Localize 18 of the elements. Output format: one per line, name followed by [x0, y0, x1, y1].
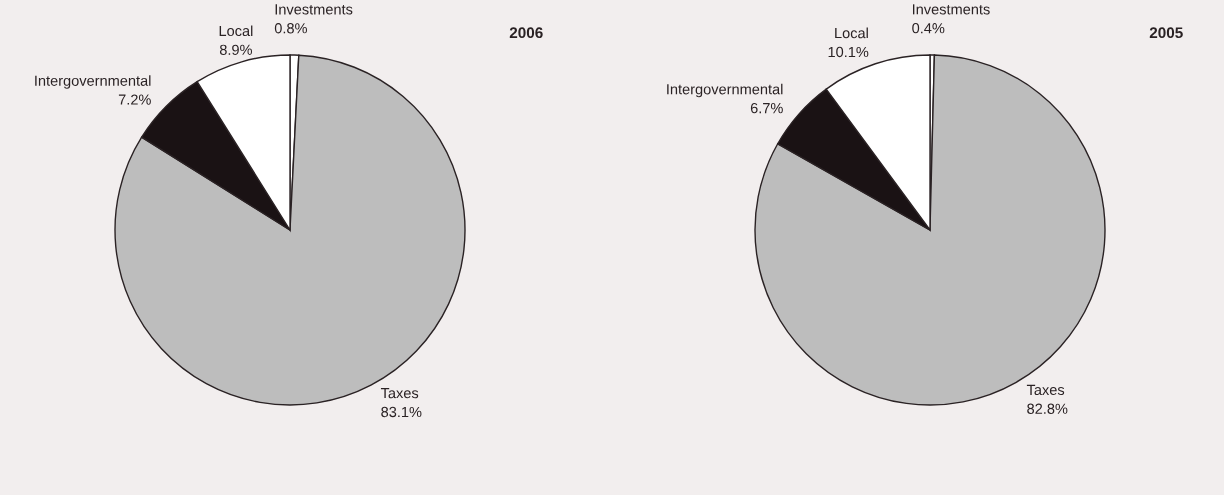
slice-label: Investments — [275, 4, 353, 15]
slice-label: Intergovernmental — [35, 75, 151, 89]
data-label: 0.4% — [912, 23, 945, 34]
slice-label: Local — [219, 25, 253, 37]
slice-label: Intergovernmental — [667, 83, 783, 98]
data-label: 7.2% — [118, 94, 151, 105]
slice-label: Taxes — [380, 388, 419, 399]
data-label: 0.8% — [274, 23, 307, 34]
data-label: 83.1% — [381, 406, 422, 418]
text: 2005 — [1149, 27, 1183, 39]
slice-label: Taxes — [1026, 384, 1065, 396]
data-label: 10.1% — [828, 46, 869, 58]
data-label: 8.9% — [219, 44, 253, 55]
data-label: 82.8% — [1027, 403, 1068, 414]
data-label: 6.7% — [750, 102, 783, 114]
text: 2006 — [509, 27, 543, 39]
slice-label: Local — [835, 27, 868, 39]
slice-label: Investments — [912, 4, 990, 15]
